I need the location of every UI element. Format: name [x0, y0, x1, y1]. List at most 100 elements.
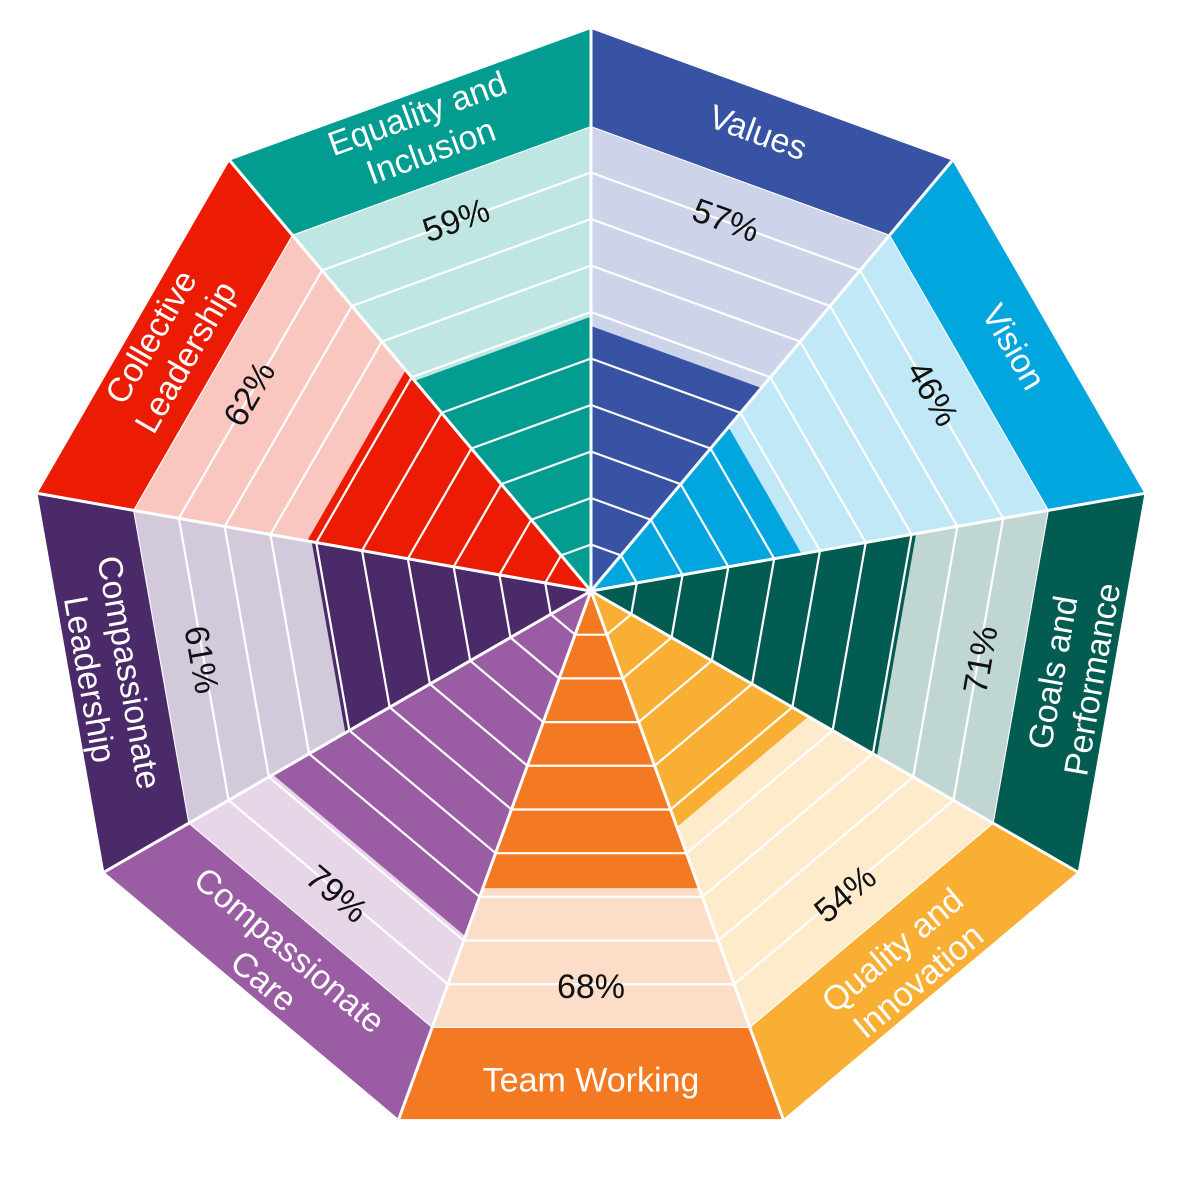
category-band-equality-and-inclusion	[229, 29, 591, 235]
band-line	[361, 412, 443, 552]
band-line	[669, 706, 794, 811]
band-line	[509, 636, 560, 680]
band-line	[590, 217, 831, 308]
band-line	[590, 171, 861, 272]
category-band-compassionate-leadership	[37, 493, 189, 872]
band-line	[733, 799, 955, 986]
spoke-line	[397, 590, 593, 1120]
band-line	[859, 269, 1005, 519]
category-band-values	[591, 29, 953, 235]
band-line	[223, 526, 270, 778]
band-line	[590, 357, 741, 414]
spoke-line	[589, 590, 785, 1120]
band-line	[321, 171, 592, 272]
band-line	[606, 613, 632, 636]
band-line	[471, 403, 592, 450]
value-label-team-working: 68%	[557, 968, 625, 1006]
band-line	[649, 519, 684, 576]
band-line	[791, 550, 822, 708]
band-line	[406, 558, 432, 685]
band-line	[638, 659, 713, 723]
spoke-line	[228, 159, 593, 592]
category-band-layer	[37, 29, 1145, 1120]
band-line	[544, 582, 552, 615]
band-line	[769, 376, 867, 544]
band-line	[590, 496, 652, 521]
band-line	[269, 534, 311, 754]
band-line	[670, 574, 684, 638]
value-bar-collective-leadership	[307, 370, 591, 591]
spoke-line	[590, 589, 1079, 874]
value-bar-compassionate-care	[272, 591, 591, 937]
band-line	[315, 542, 351, 731]
band-line	[590, 450, 682, 486]
band-line	[710, 566, 730, 661]
band-line	[831, 542, 867, 731]
category-label-line: Team Working	[483, 1062, 700, 1100]
value-bar-goals-and-performance	[591, 533, 917, 757]
category-band-collective-leadership	[37, 160, 293, 511]
band-line	[717, 776, 914, 942]
band-line	[177, 269, 323, 519]
band-line	[351, 217, 592, 308]
category-band-goals-and-performance	[993, 493, 1145, 872]
band-line	[709, 447, 776, 560]
category-label-team-working: Team Working	[483, 1062, 700, 1100]
spoke-line	[589, 159, 954, 592]
band-line	[679, 483, 730, 568]
spoke-line	[103, 589, 592, 874]
band-line	[622, 636, 673, 680]
band-line	[388, 706, 513, 811]
spoke-line	[590, 491, 1145, 593]
band-line	[223, 305, 353, 527]
band-line	[829, 305, 959, 527]
value-bar-compassionate-leadership	[311, 541, 591, 733]
band-line	[381, 264, 592, 343]
band-line	[429, 683, 529, 767]
band-line	[653, 683, 753, 767]
band-line	[227, 799, 449, 986]
band-line	[406, 447, 473, 560]
value-fill-layer	[133, 126, 1049, 1028]
band-line	[498, 519, 533, 576]
band-line	[500, 450, 592, 486]
band-line	[871, 534, 913, 754]
band-line	[268, 776, 465, 942]
band-line	[452, 483, 503, 568]
band-line	[308, 752, 481, 898]
band-line	[177, 518, 230, 801]
band-line	[912, 526, 959, 778]
band-line	[544, 554, 563, 584]
band-line	[315, 376, 413, 544]
band-line	[560, 543, 592, 557]
band-line	[469, 659, 544, 723]
category-band-quality-and-innovation	[750, 823, 1078, 1120]
category-band-compassionate-care	[104, 823, 432, 1120]
band-line	[269, 341, 383, 536]
band-line	[590, 403, 711, 450]
value-bar-equality-and-inclusion	[414, 316, 591, 591]
spoke-line	[37, 491, 592, 593]
band-line	[441, 357, 592, 414]
band-line	[799, 341, 913, 536]
band-line	[452, 566, 472, 661]
category-band-team-working	[398, 1027, 784, 1120]
band-line	[411, 310, 592, 379]
category-band-vision	[889, 160, 1145, 511]
band-line	[630, 582, 638, 615]
band-line	[590, 264, 801, 343]
band-line	[701, 752, 874, 898]
value-bar-quality-and-innovation	[591, 591, 809, 827]
value-bar-values	[591, 325, 762, 591]
band-line	[498, 574, 512, 638]
band-line	[590, 543, 622, 557]
band-line	[619, 554, 638, 584]
band-line	[348, 729, 497, 855]
band-line	[685, 729, 834, 855]
value-bar-team-working	[482, 591, 700, 889]
band-line	[739, 412, 821, 552]
band-line	[550, 613, 576, 636]
band-line	[530, 496, 592, 521]
band-line	[952, 518, 1005, 801]
